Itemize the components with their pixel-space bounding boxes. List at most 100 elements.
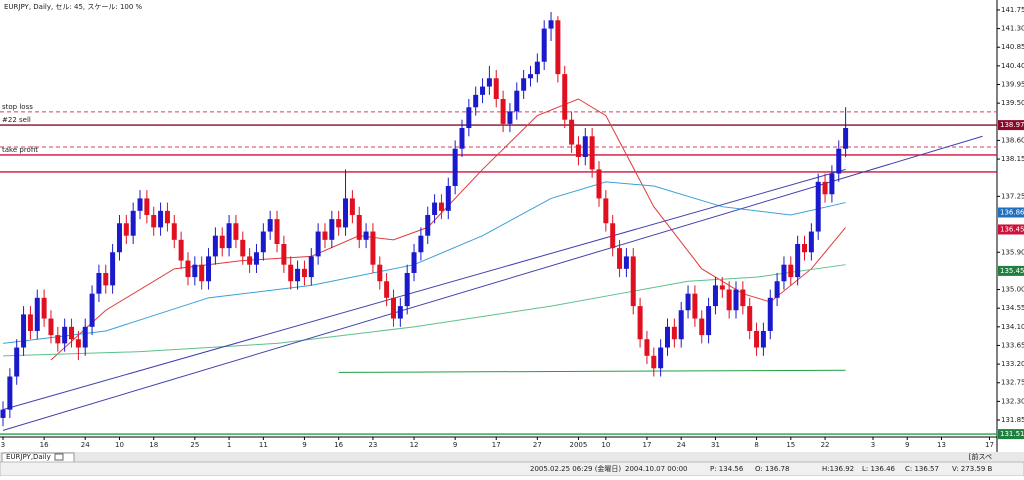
- status-p: P: 134.56: [710, 465, 744, 473]
- candle-body: [27, 314, 33, 331]
- candle-body: [253, 252, 259, 265]
- y-tick-label: 137.25: [1001, 192, 1024, 200]
- price-label: 138.97: [1000, 121, 1024, 129]
- candle-body: [815, 181, 821, 232]
- candle-body: [308, 256, 314, 278]
- candle-body: [363, 231, 369, 240]
- x-tick-label: 12: [410, 441, 419, 449]
- x-tick-label: 9: [905, 441, 909, 449]
- candle-body: [760, 330, 766, 348]
- candle-body: [678, 310, 684, 340]
- candle-body: [0, 409, 6, 418]
- candle-body: [802, 243, 808, 253]
- x-tick-label: 8: [754, 441, 758, 449]
- candle-body: [404, 272, 410, 307]
- candle-body: [562, 74, 568, 120]
- candle-body: [493, 78, 499, 99]
- candle-body: [397, 306, 403, 319]
- overlay-line: [338, 369, 846, 373]
- y-tick-label: 139.95: [1001, 81, 1024, 89]
- x-tick-label: 31: [711, 441, 720, 449]
- candle-body: [137, 198, 143, 211]
- candle-body: [699, 318, 705, 336]
- candle-body: [55, 335, 61, 344]
- candle-body: [575, 144, 581, 157]
- y-tick-label: 140.40: [1001, 62, 1024, 70]
- status-c: C: 136.57: [905, 465, 939, 473]
- candle-body: [795, 243, 801, 278]
- price-label-box: [998, 429, 1024, 440]
- y-tick-label: 138.15: [1001, 155, 1024, 163]
- price-label-box: [998, 265, 1024, 276]
- candle-body: [651, 355, 657, 369]
- x-tick-label: 10: [601, 441, 610, 449]
- candle-body: [473, 94, 479, 108]
- price-label: 135.45: [1000, 267, 1024, 275]
- candle-body: [288, 264, 294, 282]
- candle-body: [486, 78, 492, 87]
- candle-body: [336, 219, 342, 228]
- chart-title: EURJPY, Daily, セル: 45, スケール: 100 %: [4, 3, 143, 11]
- tab-label[interactable]: EURJPY,Daily: [6, 453, 51, 461]
- x-tick-label: 25: [190, 441, 199, 449]
- candle-body: [534, 61, 540, 75]
- y-tick-label: 139.50: [1001, 99, 1024, 107]
- x-tick-label: 2005: [570, 441, 588, 449]
- candle-body: [329, 219, 335, 240]
- x-tick-label: 18: [149, 441, 158, 449]
- y-tick-label: 141.75: [1001, 6, 1024, 14]
- candle-body: [233, 223, 239, 240]
- candle-body: [226, 223, 232, 249]
- overlay-line: [2, 181, 846, 344]
- candle-body: [89, 293, 95, 327]
- candle-body: [740, 289, 746, 307]
- candle-body: [788, 264, 794, 278]
- candle-body: [164, 210, 170, 224]
- x-tick-label: 17: [985, 441, 994, 449]
- candle-body: [610, 223, 616, 249]
- candle-body: [452, 148, 458, 186]
- candle-body: [719, 285, 725, 290]
- tab-icon[interactable]: [54, 453, 64, 461]
- y-tick-label: 133.20: [1001, 360, 1024, 368]
- status-l: L: 136.46: [862, 465, 896, 473]
- candle-body: [62, 326, 68, 344]
- x-tick-label: 9: [302, 441, 306, 449]
- x-tick-label: 3: [1, 441, 5, 449]
- candle-body: [829, 173, 835, 195]
- candle-body: [836, 148, 842, 174]
- candle-body: [240, 239, 246, 257]
- y-tick-label: 134.10: [1001, 323, 1024, 331]
- candle-body: [808, 231, 814, 253]
- price-label: 136.45: [1000, 225, 1024, 233]
- candle-body: [390, 297, 396, 319]
- candle-body: [466, 107, 472, 128]
- candle-body: [185, 260, 191, 278]
- price-label-box: [998, 120, 1024, 131]
- status-o: O: 136.78: [755, 465, 789, 473]
- candle-body: [34, 297, 40, 331]
- candle-body: [822, 181, 828, 195]
- price-label-box: [998, 224, 1024, 235]
- candle-body: [144, 198, 150, 215]
- candle-body: [706, 306, 712, 336]
- candle-body: [123, 223, 129, 236]
- candle-body: [459, 127, 465, 149]
- candle-body: [733, 289, 739, 311]
- candle-body: [171, 223, 177, 240]
- status-bar-time: 2004.10.07 00:00: [625, 465, 687, 473]
- candle-body: [726, 289, 732, 311]
- candle-body: [295, 268, 301, 282]
- candle-body: [267, 219, 273, 232]
- candle-body: [712, 285, 718, 307]
- y-tick-label: 135.00: [1001, 286, 1024, 294]
- x-tick-label: 24: [81, 441, 90, 449]
- level-label: stop loss: [2, 103, 33, 111]
- candle-body: [212, 235, 218, 257]
- candle-body: [637, 306, 643, 340]
- y-tick-label: 131.85: [1001, 416, 1024, 424]
- candle-body: [692, 293, 698, 319]
- candle-body: [445, 185, 451, 211]
- candle-body: [603, 198, 609, 224]
